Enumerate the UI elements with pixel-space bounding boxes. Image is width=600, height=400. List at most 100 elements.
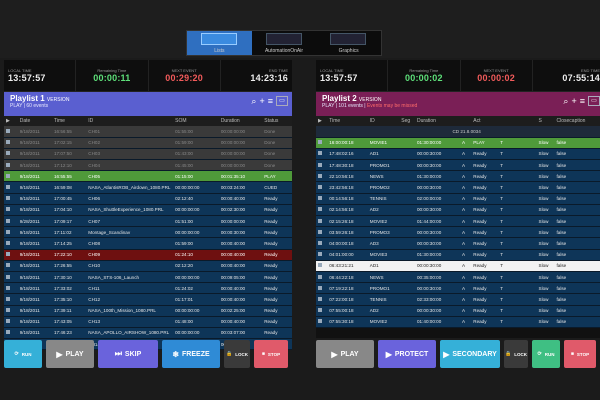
column-header[interactable] — [498, 116, 521, 126]
run-button-left[interactable]: ⟳ RUN — [4, 340, 42, 368]
table-row[interactable]: 9/18/2011 17:43:05 CH13 01:48:00 00:00:40:00… — [4, 316, 292, 328]
cell: false — [554, 137, 600, 149]
table-row[interactable]: 17:48:30:18 PROMO1 00:00:30:00 A Ready T Slow f… — [316, 159, 600, 172]
table-row[interactable]: 9/18/2011 17:26:55 CH10 02:12:20 00:00:40:00… — [4, 260, 292, 272]
table-row[interactable]: 04:00:00:18 AD3 00:00:30:00 A Ready T Slow fals… — [316, 237, 600, 250]
column-header[interactable]: ▶ — [4, 116, 18, 126]
table-row[interactable]: 9/28/2011 17:09:17 CH07 01:51:00 00:00:00:00… — [4, 215, 292, 228]
cell — [520, 193, 537, 205]
cell: A — [460, 237, 472, 250]
table-row[interactable]: 07:55:30:18 MOVIE2 01:40:00:00 A Ready T Slow f… — [316, 316, 600, 328]
column-header[interactable]: Closecaption — [554, 116, 600, 126]
table-row[interactable]: 07:19:22:18 PROMO1 00:00:30:00 A Ready T Slow f… — [316, 282, 600, 295]
lock-button-right[interactable]: 🔒 LOCK — [504, 340, 528, 368]
cell: 17:30:10 — [51, 271, 87, 284]
table-row[interactable]: 9/18/2011 17:02:15 CH02 01:59:00 00:00:00:00… — [4, 137, 292, 149]
table-row[interactable]: 00:14:56:18 TENNIS 02:00:00:00 A Ready T Slow f… — [316, 193, 600, 205]
table-row[interactable]: 03:59:26:18 PROMO3 00:00:30:00 A Ready T Slow f… — [316, 226, 600, 239]
clock-row: LOCAL TIME 13:57:57 Remaining Time 00:00… — [4, 60, 292, 92]
table-row[interactable]: 07:22:00:18 TENNIS 02:33:00:00 A Ready T Slow f… — [316, 293, 600, 306]
stop-button-left[interactable]: ■ STOP — [254, 340, 288, 368]
column-header[interactable]: SOM — [173, 116, 219, 126]
tab-label: AutomationOnAir — [264, 48, 304, 54]
cell: 01:30:00:00 — [415, 249, 460, 261]
table-row[interactable]: 9/18/2011 17:11:02 Montage_Scandinav 00:00:… — [4, 226, 292, 239]
protect-button[interactable]: ▶ PROTECT — [378, 340, 436, 368]
table-row[interactable]: 9/18/2011 17:12:10 CH04 01:45:00 00:00:00:00… — [4, 159, 292, 172]
table-row[interactable]: 02:15:26:18 MOVIE2 01:44:00:00 A Ready T Slow f… — [316, 215, 600, 228]
column-header[interactable]: S — [536, 116, 555, 126]
stop-button-right[interactable]: ■ STOP — [564, 340, 596, 368]
column-header[interactable]: Date — [17, 116, 52, 126]
column-header[interactable]: Seg — [399, 116, 415, 126]
column-header[interactable]: ID — [86, 116, 174, 126]
cell: 00:00:30:00 — [415, 260, 460, 272]
clock-value: 00:00:11 — [93, 73, 131, 83]
clock-value: 00:29:20 — [165, 73, 203, 83]
menu-icon[interactable]: ≡ — [579, 96, 585, 106]
column-header[interactable] — [520, 116, 537, 126]
table-row[interactable]: 9/18/2011 16:56:55 CH01 01:55:00 00:00:00:00… — [4, 126, 292, 138]
tab-lists[interactable]: Lists — [187, 31, 252, 55]
cell — [520, 237, 537, 250]
menu-icon[interactable]: ≡ — [267, 96, 273, 106]
table-row[interactable]: 06:43:21:21 AD1 00:00:30:00 A Ready T Slow fals… — [316, 260, 600, 272]
clock-label: NEXT EVENT — [171, 68, 197, 73]
freeze-button[interactable]: ❄ FREEZE — [162, 340, 220, 368]
table-row[interactable]: 9/18/2011 17:04:10 NASA_ShuttleExperience_… — [4, 204, 292, 217]
view-toggle-icon[interactable]: ▭ — [276, 96, 288, 106]
column-header[interactable]: Act — [471, 116, 499, 126]
view-toggle-icon[interactable]: ▭ — [588, 96, 600, 106]
lock-button-left[interactable]: 🔒 LOCK — [224, 340, 250, 368]
table-row[interactable]: 9/18/2011 17:33:02 CH11 01:24:02 00:00:40:00… — [4, 282, 292, 295]
column-header[interactable]: Time — [327, 116, 368, 126]
column-header[interactable] — [460, 116, 472, 126]
add-icon[interactable]: + — [571, 96, 577, 106]
table-row[interactable]: 16:00:00:18 MOVIE1 01:30:00:00 A PLAY T Slow fa… — [316, 137, 600, 149]
cell — [520, 148, 537, 161]
skip-button[interactable]: ⏭ SKIP — [98, 340, 158, 368]
table-row[interactable]: 9/18/2011 17:00:45 CH06 02:12:40 00:00:40:00… — [4, 193, 292, 205]
run-button-right[interactable]: ⟳ RUN — [532, 340, 560, 368]
add-icon[interactable]: + — [259, 96, 265, 106]
table-row[interactable]: 9/18/2011 16:55:55 CH05 01:15:00 00:01:35:10… — [4, 170, 292, 183]
table-row[interactable]: 9/18/2011 17:07:50 CH03 01:43:00 00:00:00:00… — [4, 148, 292, 161]
column-header[interactable]: ▶ — [316, 116, 328, 126]
cell: 17:00:45 — [51, 193, 87, 205]
table-row[interactable]: 23:42:56:18 PROMO2 00:00:30:00 A Ready T Slow f… — [316, 181, 600, 194]
cell: Slow — [536, 159, 555, 172]
column-header[interactable]: ID — [367, 116, 400, 126]
cell: Ready — [262, 327, 292, 340]
table-row[interactable]: 9/18/2011 17:30:10 NASA_STS-106_Launch 00:0… — [4, 271, 292, 284]
play-button-left[interactable]: ▶ PLAY — [46, 340, 94, 368]
cell: 16:56:55 — [51, 126, 87, 138]
row-marker-icon — [318, 140, 322, 145]
table-row[interactable]: 17:48:02:16 AD1 00:00:30:00 A Ready T Slow fals… — [316, 148, 600, 161]
table-row[interactable]: 06:44:22:18 NEWS 00:35:00:00 A Ready T Slow fal… — [316, 271, 600, 284]
search-icon[interactable]: ⌕ — [251, 96, 257, 106]
secondary-button[interactable]: ▶ SECONDARY — [440, 340, 500, 368]
table-row[interactable]: 9/18/2011 17:46:23 NASA_APOLLO_AIRSHOW_108… — [4, 327, 292, 340]
tab-graphics[interactable]: Graphics — [316, 31, 381, 55]
table-row[interactable]: 9/18/2011 17:35:10 CH12 01:17:01 00:00:40:00… — [4, 293, 292, 306]
table-row[interactable]: 07:55:00:18 AD2 00:00:30:00 A Ready T Slow fals… — [316, 305, 600, 317]
table-row[interactable]: 9/18/2011 17:39:11 NASA_100th_Mission_1080… — [4, 305, 292, 317]
table-row[interactable]: 04:01:00:00 MOVIE3 01:30:00:00 A Ready T Slow f… — [316, 249, 600, 261]
cell — [399, 237, 415, 250]
table-row[interactable]: 9/18/2011 17:14:25 CH08 01:59:00 00:00:40:00… — [4, 237, 292, 250]
tab-automation[interactable]: AutomationOnAir — [252, 31, 317, 55]
table-row[interactable]: 22:10:56:18 NEWS 01:30:00:00 A Ready T Slow fal… — [316, 170, 600, 183]
cell: TENNIS — [367, 193, 400, 205]
table-row[interactable]: 02:14:56:18 AD2 00:00:30:00 A Ready T Slow fals… — [316, 204, 600, 217]
table-row[interactable]: 9/18/2011 16:59:08 NASA_AtlantisROB_Airdow… — [4, 181, 292, 194]
cell: Done — [262, 137, 292, 149]
column-header[interactable]: Duration — [218, 116, 263, 126]
search-icon[interactable]: ⌕ — [563, 96, 569, 106]
column-header[interactable]: Status — [262, 116, 292, 126]
group-row[interactable]: CD 21.8.0034 — [316, 126, 600, 138]
play-button-right[interactable]: ▶ PLAY — [316, 340, 374, 368]
table-row[interactable]: 9/18/2011 17:22:10 CH09 01:24:10 00:00:40:00… — [4, 249, 292, 261]
column-header[interactable]: Time — [51, 116, 87, 126]
column-header[interactable]: Duration — [415, 116, 460, 126]
cell — [520, 215, 537, 228]
